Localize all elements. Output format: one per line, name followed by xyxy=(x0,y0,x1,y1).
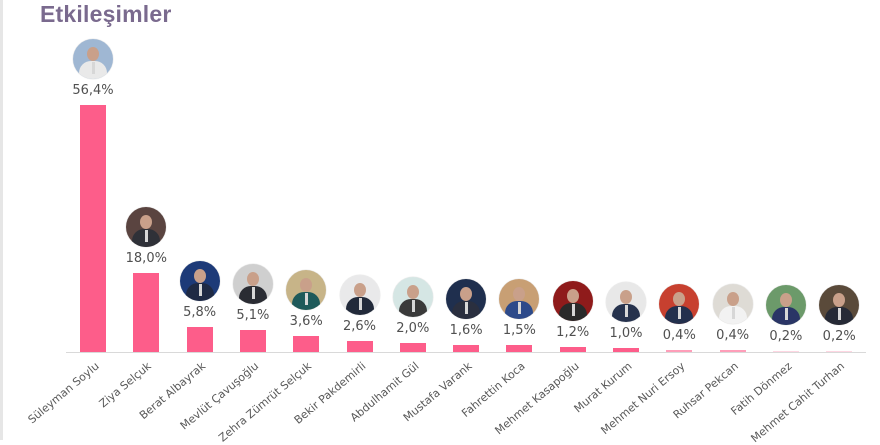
bar xyxy=(666,350,693,352)
bar xyxy=(772,350,799,352)
value-label: 0,4% xyxy=(716,328,750,344)
left-border xyxy=(0,0,3,440)
value-label: 2,0% xyxy=(396,321,430,337)
portrait-avatar xyxy=(179,260,220,301)
portrait-avatar xyxy=(552,280,593,321)
portrait-avatar xyxy=(126,207,167,248)
bar xyxy=(613,347,639,352)
portrait-avatar xyxy=(659,284,700,325)
portrait-avatar xyxy=(232,263,273,304)
value-label: 5,8% xyxy=(183,304,217,320)
x-tick-label: Mehmet Cahit Turhan xyxy=(748,359,848,445)
portrait-avatar xyxy=(712,284,753,325)
portrait-avatar xyxy=(819,284,860,325)
bar xyxy=(133,273,160,352)
x-tick-label: Ziya Selçuk xyxy=(96,359,155,411)
bar xyxy=(346,340,373,352)
bar xyxy=(559,346,586,352)
value-label: 0,2% xyxy=(769,328,803,344)
value-label: 1,0% xyxy=(609,325,643,341)
x-axis-line xyxy=(66,352,866,353)
bar xyxy=(826,350,853,352)
value-label: 18,0% xyxy=(125,251,167,267)
value-label: 5,1% xyxy=(236,307,270,323)
bar xyxy=(239,329,266,352)
value-label: 1,5% xyxy=(502,323,536,339)
value-label: 2,6% xyxy=(342,318,377,334)
bar xyxy=(506,345,533,352)
value-label: 3,6% xyxy=(289,314,323,330)
bar xyxy=(399,343,426,352)
x-tick-label: Zehra Zümrüt Selçuk xyxy=(216,359,315,445)
value-label: 0,2% xyxy=(822,328,856,344)
portrait-avatar xyxy=(392,277,433,318)
bar xyxy=(453,344,480,352)
bar xyxy=(293,336,320,352)
bar xyxy=(186,326,213,352)
portrait-avatar xyxy=(73,39,113,79)
portrait-avatar xyxy=(765,284,806,325)
value-label: 1,2% xyxy=(556,324,590,340)
portrait-avatar xyxy=(446,278,487,319)
value-label: 0,4% xyxy=(662,328,696,344)
x-tick-label: Süleyman Soylu xyxy=(25,359,102,427)
bar xyxy=(80,105,106,352)
value-label: 56,4% xyxy=(72,83,114,98)
portrait-avatar xyxy=(606,281,646,322)
chart-title: Etkileşimler xyxy=(40,1,172,27)
portrait-avatar xyxy=(286,270,327,311)
bar xyxy=(719,350,746,352)
value-label: 1,6% xyxy=(449,322,483,338)
portrait-avatar xyxy=(499,279,540,320)
portrait-avatar xyxy=(339,274,380,315)
